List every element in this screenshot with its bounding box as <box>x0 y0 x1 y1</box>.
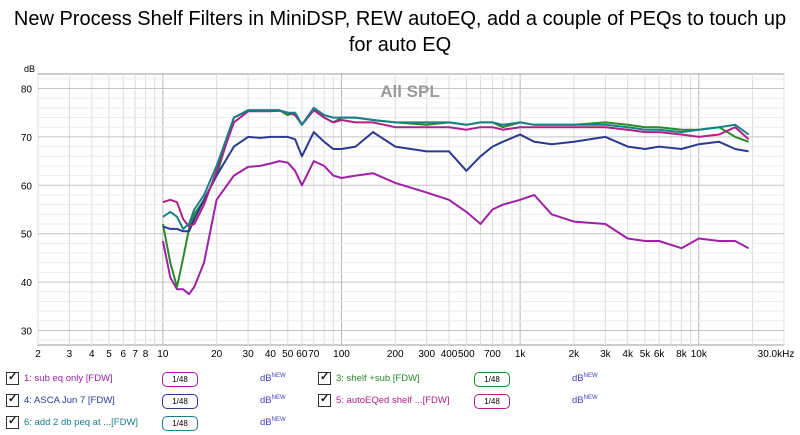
plot-title: All SPL <box>380 82 440 101</box>
legend-label: 5: autoEQed shelf ...[FDW] <box>336 395 450 406</box>
y-tick-label: 60 <box>21 181 33 192</box>
y-tick-label: 30 <box>21 326 33 337</box>
x-tick-label: 60 <box>296 349 308 360</box>
title-line-1: New Process Shelf Filters in MiniDSP, RE… <box>13 8 787 30</box>
series-line-4 <box>162 109 750 228</box>
db-offset-label[interactable]: dBNEW <box>260 417 286 429</box>
db-offset-label[interactable]: dBNEW <box>572 395 598 407</box>
grid <box>37 74 785 345</box>
legend-item: 5: autoEQed shelf ...[FDW] 1/48 dBNEW <box>318 392 618 411</box>
x-tick-label: 50 <box>282 349 294 360</box>
legend-label: 4: ASCA Jun 7 [FDW] <box>24 395 115 406</box>
x-tick-label: 700 <box>484 349 501 360</box>
db-offset-label[interactable]: dBNEW <box>260 373 286 385</box>
y-tick-label: 80 <box>21 85 33 96</box>
series-line-1 <box>161 160 750 296</box>
chart-title-block: New Process Shelf Filters in MiniDSP, RE… <box>0 6 800 58</box>
smoothing-button[interactable]: 1/48 <box>162 394 198 409</box>
x-tick-label: 400 <box>441 349 458 360</box>
legend-checkbox[interactable] <box>6 414 19 429</box>
smoothing-button[interactable]: 1/48 <box>162 372 198 387</box>
x-tick-label: 30 <box>243 349 255 360</box>
legend-checkbox[interactable] <box>318 370 331 385</box>
legend-checkbox[interactable] <box>6 370 19 385</box>
series-line-5 <box>162 106 750 230</box>
new-badge: NEW <box>271 395 286 401</box>
x-tick-label: 30.0kHz <box>758 349 795 360</box>
x-tick-label: 500 <box>458 349 475 360</box>
plot-area <box>37 73 785 346</box>
new-badge: NEW <box>583 373 598 379</box>
x-tick-label: 200 <box>387 349 404 360</box>
x-tick-label: 7 <box>132 349 138 360</box>
legend-item: 1: sub eq only [FDW] 1/48 dBNEW <box>6 370 306 389</box>
legend-label: 3: shelf +sub [FDW] <box>336 373 420 384</box>
smoothing-button[interactable]: 1/48 <box>162 416 198 431</box>
legend-item: 3: shelf +sub [FDW] 1/48 dBNEW <box>318 370 618 389</box>
legend-item: 6: add 2 db peq at ...[FDW] 1/48 dBNEW <box>6 414 306 433</box>
y-axis-label: dB <box>24 64 35 74</box>
y-tick-label: 40 <box>21 278 33 289</box>
x-tick-label: 1k <box>515 349 527 360</box>
x-tick-label: 4k <box>622 349 634 360</box>
x-tick-label: 3 <box>67 349 73 360</box>
legend-label: 6: add 2 db peq at ...[FDW] <box>24 417 139 428</box>
legend-label: 1: sub eq only [FDW] <box>24 373 113 384</box>
x-tick-label: 40 <box>265 349 277 360</box>
title-line-2: for auto EQ <box>348 34 452 56</box>
x-tick-label: 4 <box>89 349 95 360</box>
legend-item: 4: ASCA Jun 7 [FDW] 1/48 dBNEW <box>6 392 306 411</box>
x-tick-label: 8 <box>143 349 149 360</box>
series-group <box>161 106 750 296</box>
x-tick-label: 10 <box>157 349 169 360</box>
smoothing-button[interactable]: 1/48 <box>474 372 510 387</box>
db-offset-label[interactable]: dBNEW <box>260 395 286 407</box>
x-tick-label: 20 <box>211 349 223 360</box>
x-tick-label: 2k <box>569 349 581 360</box>
new-badge: NEW <box>583 395 598 401</box>
db-offset-label[interactable]: dBNEW <box>572 373 598 385</box>
x-tick-label: 2 <box>35 349 41 360</box>
axes-labels: 2 3 4 5 6 7 8 10 20 30 40 50 60 70 100 200 300 400 500 700 1… <box>21 85 794 360</box>
y-tick-label: 70 <box>21 133 33 144</box>
x-tick-label: 5k <box>640 349 652 360</box>
x-tick-label: 3k <box>600 349 612 360</box>
smoothing-button[interactable]: 1/48 <box>474 394 510 409</box>
x-tick-label: 100 <box>333 349 350 360</box>
legend-checkbox[interactable] <box>6 392 19 407</box>
x-tick-label: 300 <box>418 349 435 360</box>
x-tick-label: 5 <box>106 349 112 360</box>
y-tick-label: 50 <box>21 230 33 241</box>
x-tick-label: 6k <box>654 349 666 360</box>
x-tick-label: 10k <box>691 349 708 360</box>
new-badge: NEW <box>271 417 286 423</box>
x-tick-label: 8k <box>676 349 688 360</box>
series-line-3 <box>162 131 749 233</box>
x-tick-label: 70 <box>308 349 320 360</box>
new-badge: NEW <box>271 373 286 379</box>
legend-checkbox[interactable] <box>318 392 331 407</box>
x-tick-label: 6 <box>120 349 126 360</box>
